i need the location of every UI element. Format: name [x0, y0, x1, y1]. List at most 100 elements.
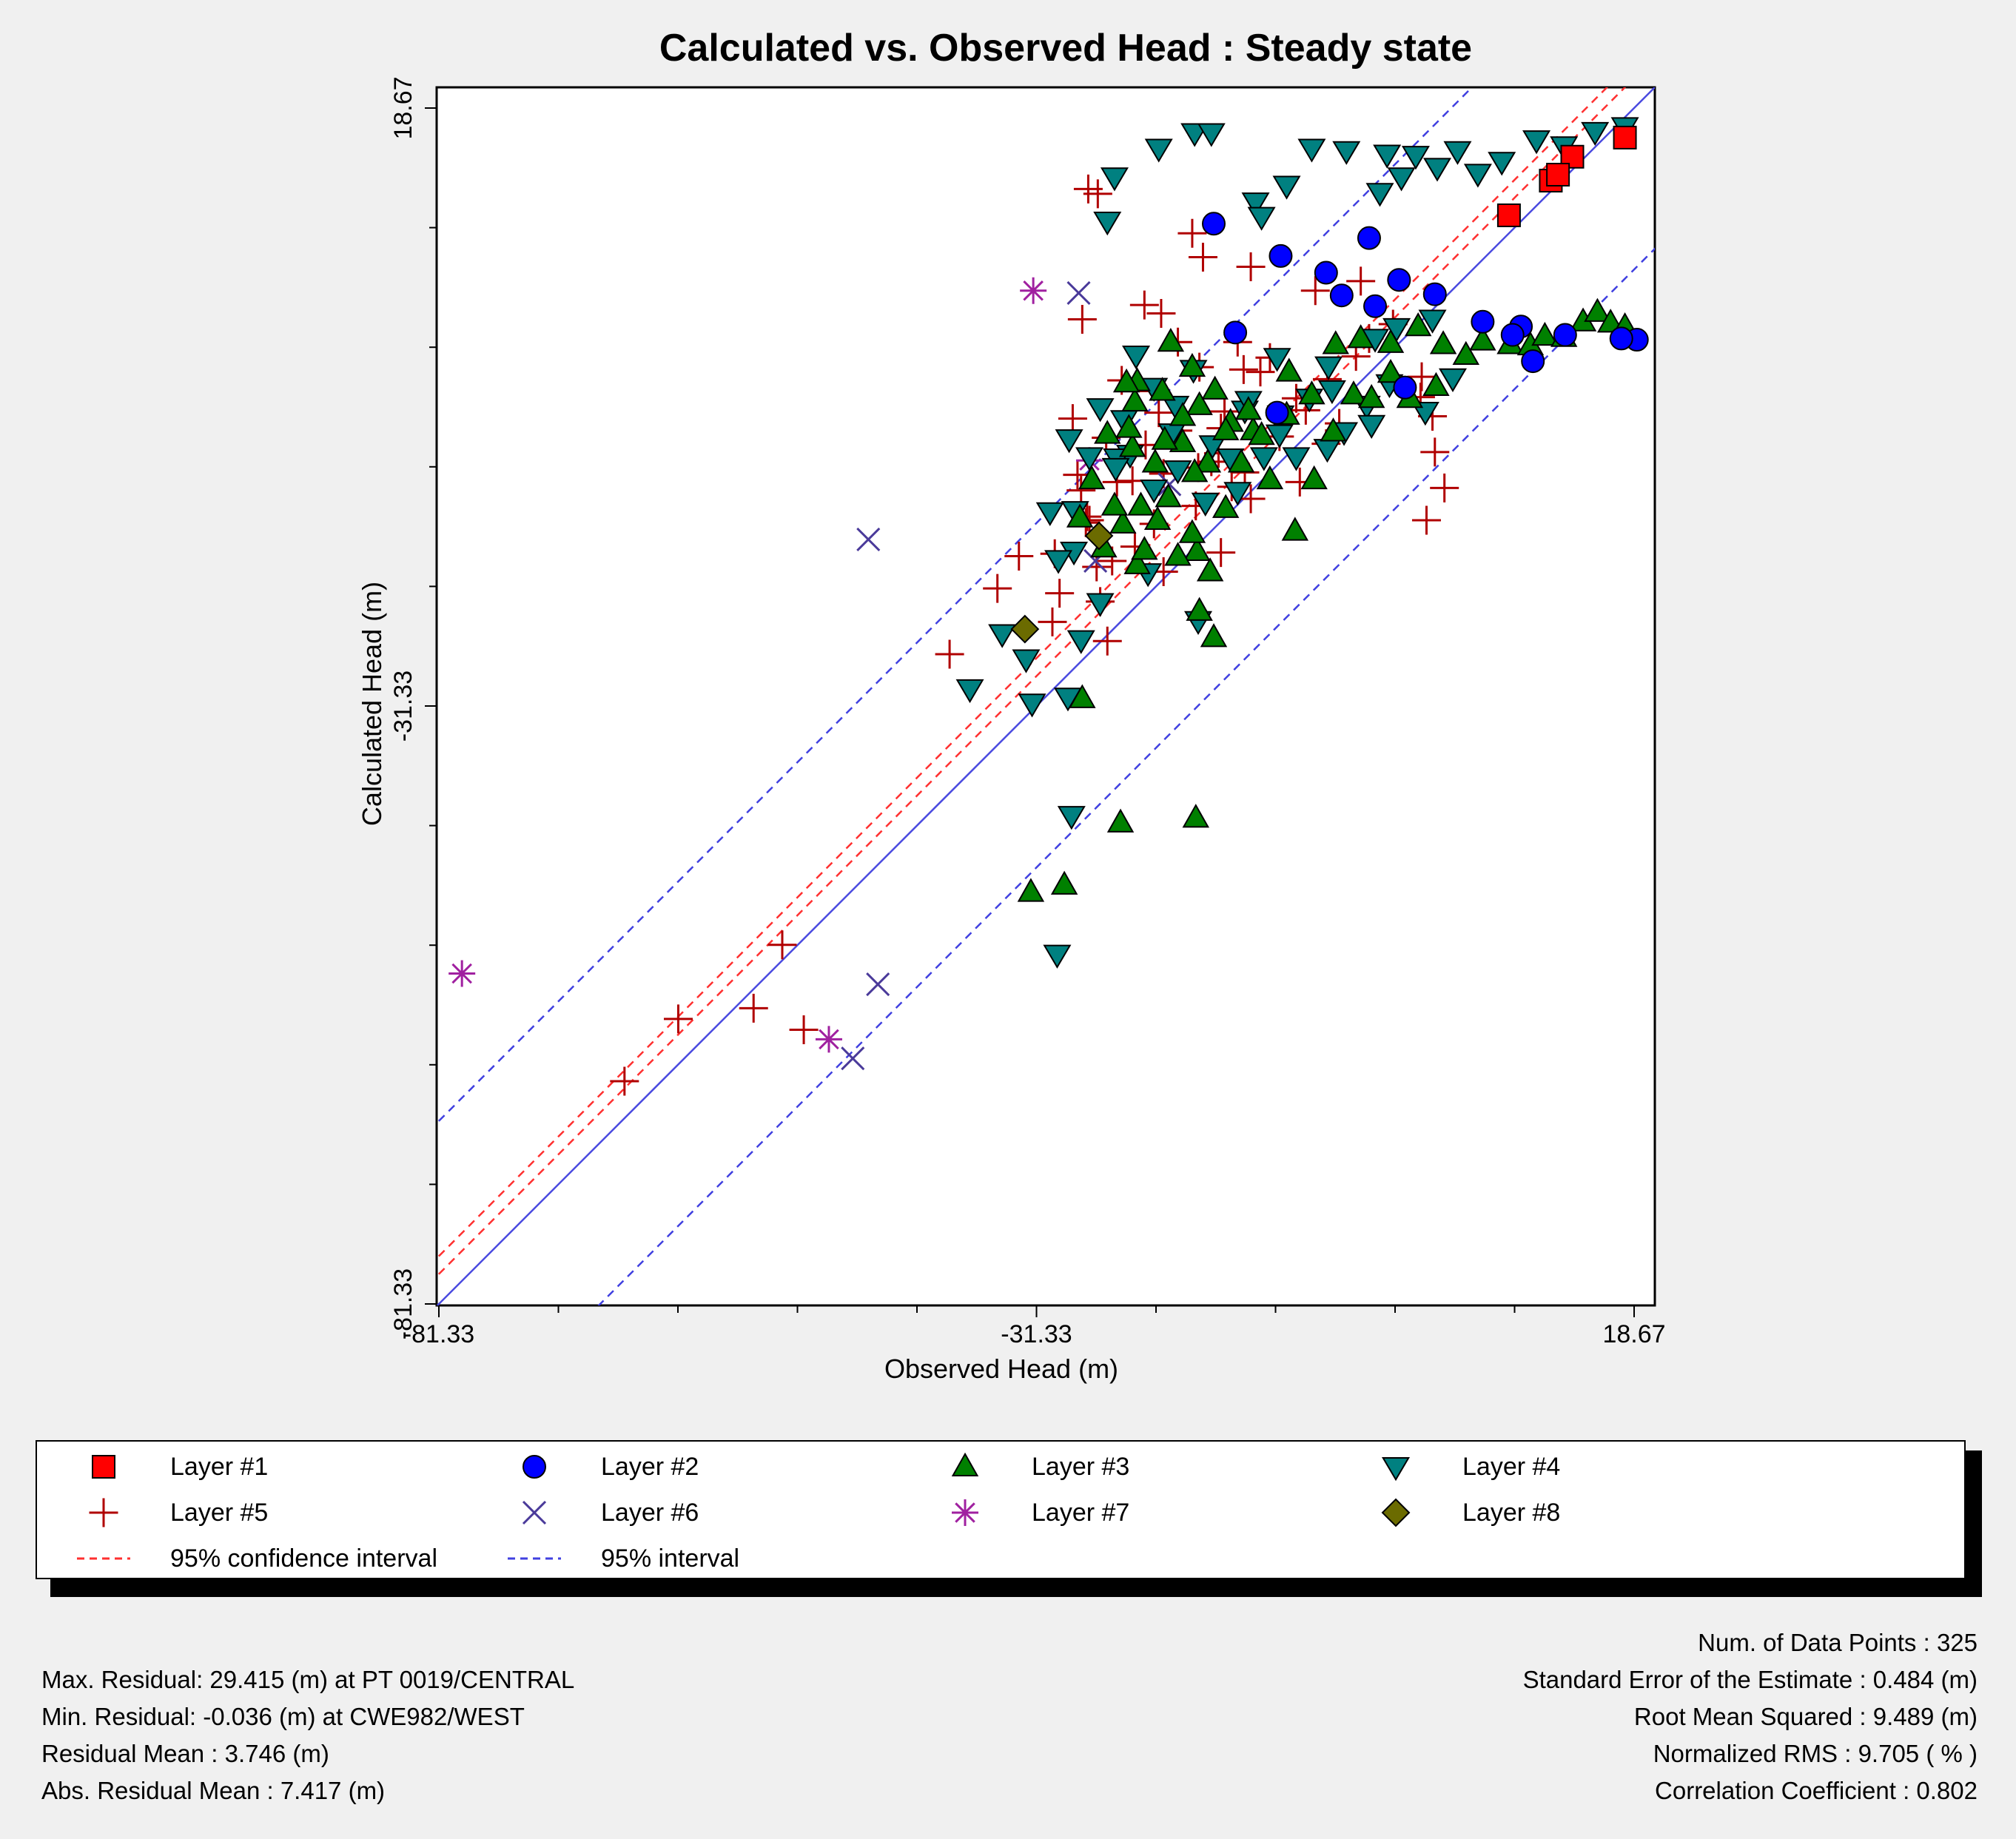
data-point: [1373, 144, 1402, 169]
data-point: [1038, 607, 1067, 636]
data-point: [1249, 447, 1278, 471]
data-point: [1227, 448, 1255, 473]
x-tick-label: -81.33: [403, 1320, 474, 1348]
standard-error: Standard Error of the Estimate : 0.484 (…: [1522, 1666, 1978, 1693]
data-point: [1044, 550, 1073, 574]
data-point: [1377, 329, 1405, 353]
data-point: [866, 972, 890, 997]
data-point: [1418, 309, 1447, 334]
data-point: [1149, 377, 1176, 401]
data-point: [1223, 482, 1252, 506]
legend-item: Layer #4: [1359, 1446, 1560, 1487]
legend-symbol: [497, 1446, 571, 1487]
data-point: [1182, 804, 1209, 828]
legend-marker-shape: [523, 1455, 546, 1479]
data-point: [1188, 243, 1217, 272]
y-tick-label: -81.33: [389, 1268, 417, 1339]
data-point: [1401, 146, 1430, 170]
data-point: [1169, 428, 1197, 452]
legend-label: Layer #7: [1032, 1498, 1130, 1527]
data-point: [789, 1015, 819, 1044]
y-tick-label: 18.67: [389, 76, 417, 139]
data-point: [1055, 429, 1083, 454]
x-tick-label: 18.67: [1602, 1320, 1665, 1348]
data-point: [1093, 212, 1122, 236]
residual-mean: Residual Mean : 3.746 (m): [41, 1740, 329, 1767]
min-residual: Min. Residual: -0.036 (m) at CWE982/WEST: [41, 1703, 525, 1730]
data-point: [1282, 447, 1311, 471]
data-point: [1067, 305, 1097, 334]
data-point: [1164, 542, 1192, 566]
data-point: [1075, 447, 1104, 471]
legend-marker: [952, 1499, 978, 1526]
data-point: [1180, 458, 1209, 483]
data-point: [1086, 593, 1115, 617]
data-point: [1106, 808, 1135, 833]
data-point: [1004, 542, 1034, 571]
data-point: [1141, 448, 1169, 473]
data-point: [1045, 579, 1075, 608]
data-point: [1422, 372, 1450, 397]
data-point: [856, 527, 881, 551]
data-point: [1365, 183, 1394, 207]
data-point: [1066, 630, 1095, 654]
data-point: [1241, 192, 1270, 217]
legend-symbol: [67, 1492, 141, 1533]
data-point: [1140, 480, 1169, 504]
data-point: [1155, 483, 1182, 508]
data-point: [1275, 357, 1303, 382]
data-point: [935, 639, 964, 669]
data-point: [1423, 158, 1452, 182]
data-point: [1144, 398, 1174, 428]
data-point: [1100, 167, 1129, 192]
data-point: [1212, 494, 1240, 518]
data-point: [1109, 509, 1137, 534]
data-point: [1118, 433, 1146, 457]
data-point: [1086, 398, 1115, 423]
series-layer-2: [1202, 212, 1649, 425]
legend-item: 95% interval: [497, 1538, 739, 1579]
legend-marker: [522, 1500, 547, 1525]
data-point: [1256, 465, 1284, 490]
data-point: [1092, 626, 1122, 656]
data-point: [1269, 243, 1293, 268]
data-point: [1191, 492, 1220, 517]
legend-marker: [77, 1557, 130, 1560]
data-point: [1584, 297, 1611, 322]
data-point: [1229, 354, 1258, 384]
data-point: [1357, 226, 1381, 250]
data-point: [1411, 505, 1441, 535]
data-point: [1050, 870, 1078, 895]
data-point: [1115, 414, 1143, 438]
legend-label: 95% interval: [601, 1544, 740, 1573]
legend-marker-shape: [89, 1498, 118, 1527]
data-point: [1581, 121, 1610, 147]
data-point: [1314, 356, 1343, 380]
data-point: [1078, 465, 1106, 490]
legend-marker: [523, 1455, 546, 1479]
data-point: [1043, 944, 1072, 969]
data-point: [1422, 282, 1447, 306]
legend-item: Layer #6: [497, 1492, 699, 1533]
data-point: [815, 1026, 842, 1053]
data-point: [1329, 283, 1354, 308]
data-point: [1609, 326, 1633, 351]
data-point: [1471, 309, 1495, 334]
chart-title: Calculated vs. Observed Head : Steady st…: [659, 27, 1472, 70]
data-point: [1452, 340, 1479, 366]
data-point: [1346, 266, 1376, 296]
legend-marker-shape: [952, 1499, 978, 1526]
legend-item: Layer #2: [497, 1446, 699, 1487]
legend-label: Layer #6: [601, 1498, 699, 1527]
confidence-interval-line: [437, 87, 1627, 1278]
data-point: [1298, 380, 1325, 405]
data-point: [1297, 138, 1326, 163]
data-point: [1596, 309, 1624, 333]
legend-marker: [89, 1498, 118, 1527]
fit-stats: Num. of Data Points : 325 Standard Error…: [1523, 1624, 1978, 1809]
legend-symbol: [928, 1446, 1002, 1487]
legend-marker: [92, 1455, 115, 1479]
data-point: [1018, 693, 1046, 718]
legend-label: Layer #4: [1462, 1452, 1561, 1481]
data-point: [1127, 491, 1155, 516]
